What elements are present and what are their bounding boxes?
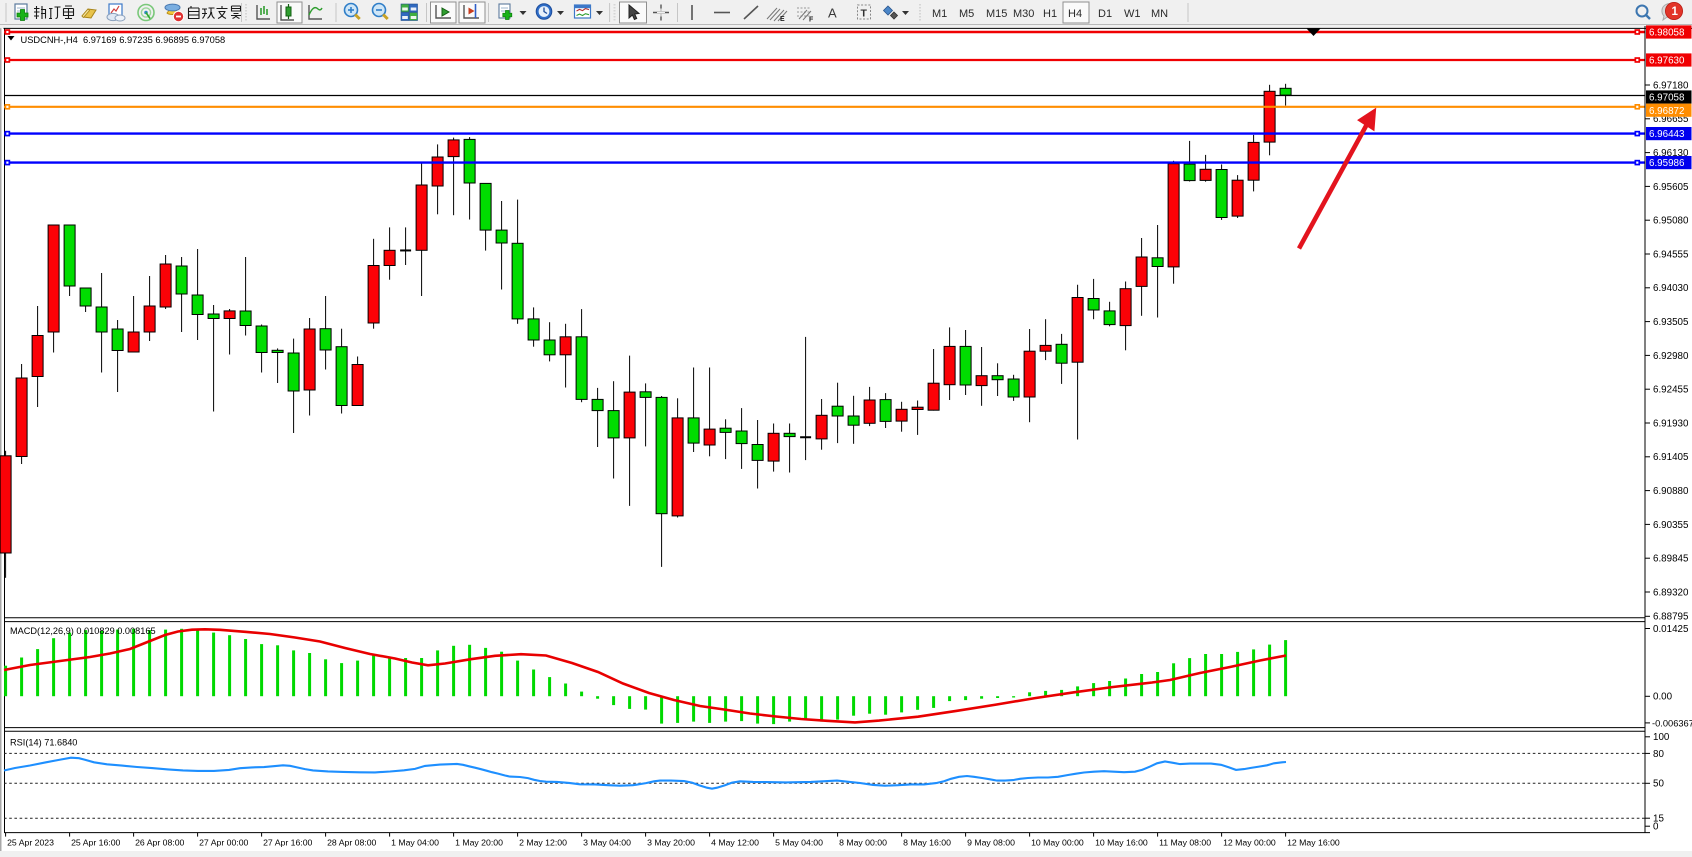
svg-text:4 May 12:00: 4 May 12:00 (711, 838, 759, 848)
svg-text:6.91930: 6.91930 (1653, 418, 1689, 429)
svg-text:9 May 08:00: 9 May 08:00 (967, 838, 1015, 848)
svg-text:M15: M15 (986, 8, 1007, 20)
svg-text:6.88795: 6.88795 (1653, 612, 1689, 623)
svg-text:1 May 20:00: 1 May 20:00 (455, 838, 503, 848)
svg-text:MACD(12,26,9) 0.010829 0.00816: MACD(12,26,9) 0.010829 0.008165 (10, 626, 156, 636)
svg-text:0: 0 (1653, 822, 1659, 833)
svg-text:0.00: 0.00 (1653, 692, 1673, 703)
svg-text:M5: M5 (959, 8, 974, 20)
svg-text:3 May 04:00: 3 May 04:00 (583, 838, 631, 848)
svg-text:6.89320: 6.89320 (1653, 587, 1689, 598)
svg-text:10 May 16:00: 10 May 16:00 (1095, 838, 1148, 848)
svg-text:6.89845: 6.89845 (1653, 554, 1689, 565)
svg-text:80: 80 (1653, 749, 1664, 760)
svg-text:6.97180: 6.97180 (1653, 80, 1689, 91)
svg-text:USDCNH-,H4 6.97169 6.97235 6.: USDCNH-,H4 6.97169 6.97235 6.96895 6.970… (21, 35, 226, 45)
svg-text:RSI(14) 71.6840: RSI(14) 71.6840 (10, 738, 77, 748)
svg-text:12 May 16:00: 12 May 16:00 (1287, 838, 1340, 848)
svg-text:6.93505: 6.93505 (1653, 317, 1689, 328)
svg-text:0.01425: 0.01425 (1653, 624, 1689, 635)
svg-text:28 Apr 08:00: 28 Apr 08:00 (327, 838, 376, 848)
svg-text:H1: H1 (1043, 8, 1057, 20)
svg-text:8 May 00:00: 8 May 00:00 (839, 838, 887, 848)
svg-text:27 Apr 00:00: 27 Apr 00:00 (199, 838, 248, 848)
svg-text:E: E (780, 16, 785, 23)
svg-text:8 May 16:00: 8 May 16:00 (903, 838, 951, 848)
svg-text:26 Apr 08:00: 26 Apr 08:00 (135, 838, 184, 848)
svg-text:11 May 08:00: 11 May 08:00 (1159, 838, 1211, 848)
svg-text:6.96655: 6.96655 (1653, 114, 1689, 125)
svg-text:MN: MN (1151, 8, 1168, 20)
svg-text:12 May 00:00: 12 May 00:00 (1223, 838, 1276, 848)
svg-text:27 Apr 16:00: 27 Apr 16:00 (263, 838, 312, 848)
svg-text:5 May 04:00: 5 May 04:00 (775, 838, 823, 848)
svg-text:1: 1 (1672, 6, 1679, 18)
svg-text:6.95605: 6.95605 (1653, 182, 1689, 193)
svg-text:T: T (861, 8, 868, 20)
svg-text:6.90355: 6.90355 (1653, 520, 1689, 531)
svg-text:D1: D1 (1098, 8, 1112, 20)
svg-text:A: A (828, 6, 837, 21)
svg-text:6.98058: 6.98058 (1649, 28, 1685, 39)
svg-text:-0.006367: -0.006367 (1652, 718, 1692, 728)
svg-text:6.90880: 6.90880 (1653, 486, 1689, 497)
svg-text:25 Apr 16:00: 25 Apr 16:00 (71, 838, 120, 848)
svg-text:6.92455: 6.92455 (1653, 385, 1689, 396)
svg-text:M1: M1 (932, 8, 947, 20)
svg-text:50: 50 (1653, 779, 1664, 790)
svg-text:6.96443: 6.96443 (1649, 129, 1685, 140)
svg-text:6.95080: 6.95080 (1653, 216, 1689, 227)
svg-text:H4: H4 (1068, 8, 1082, 20)
svg-text:15: 15 (1653, 814, 1664, 825)
svg-text:6.94555: 6.94555 (1653, 249, 1689, 260)
svg-text:6.94030: 6.94030 (1653, 283, 1689, 294)
svg-text:F: F (809, 17, 814, 24)
svg-text:10 May 00:00: 10 May 00:00 (1031, 838, 1084, 848)
svg-text:6.96872: 6.96872 (1649, 106, 1684, 117)
svg-text:100: 100 (1653, 732, 1670, 743)
svg-text:M30: M30 (1013, 8, 1034, 20)
svg-text:6.91405: 6.91405 (1653, 452, 1689, 463)
svg-text:6.97630: 6.97630 (1649, 56, 1685, 67)
svg-text:3 May 20:00: 3 May 20:00 (647, 838, 695, 848)
svg-text:W1: W1 (1124, 8, 1141, 20)
svg-text:6.96130: 6.96130 (1653, 148, 1689, 159)
svg-text:1 May 04:00: 1 May 04:00 (391, 838, 439, 848)
svg-text:25 Apr 2023: 25 Apr 2023 (7, 838, 54, 848)
svg-text:6.97058: 6.97058 (1649, 93, 1685, 104)
svg-text:6.95986: 6.95986 (1649, 158, 1685, 169)
svg-text:2 May 12:00: 2 May 12:00 (519, 838, 567, 848)
svg-text:6.92980: 6.92980 (1653, 351, 1689, 362)
